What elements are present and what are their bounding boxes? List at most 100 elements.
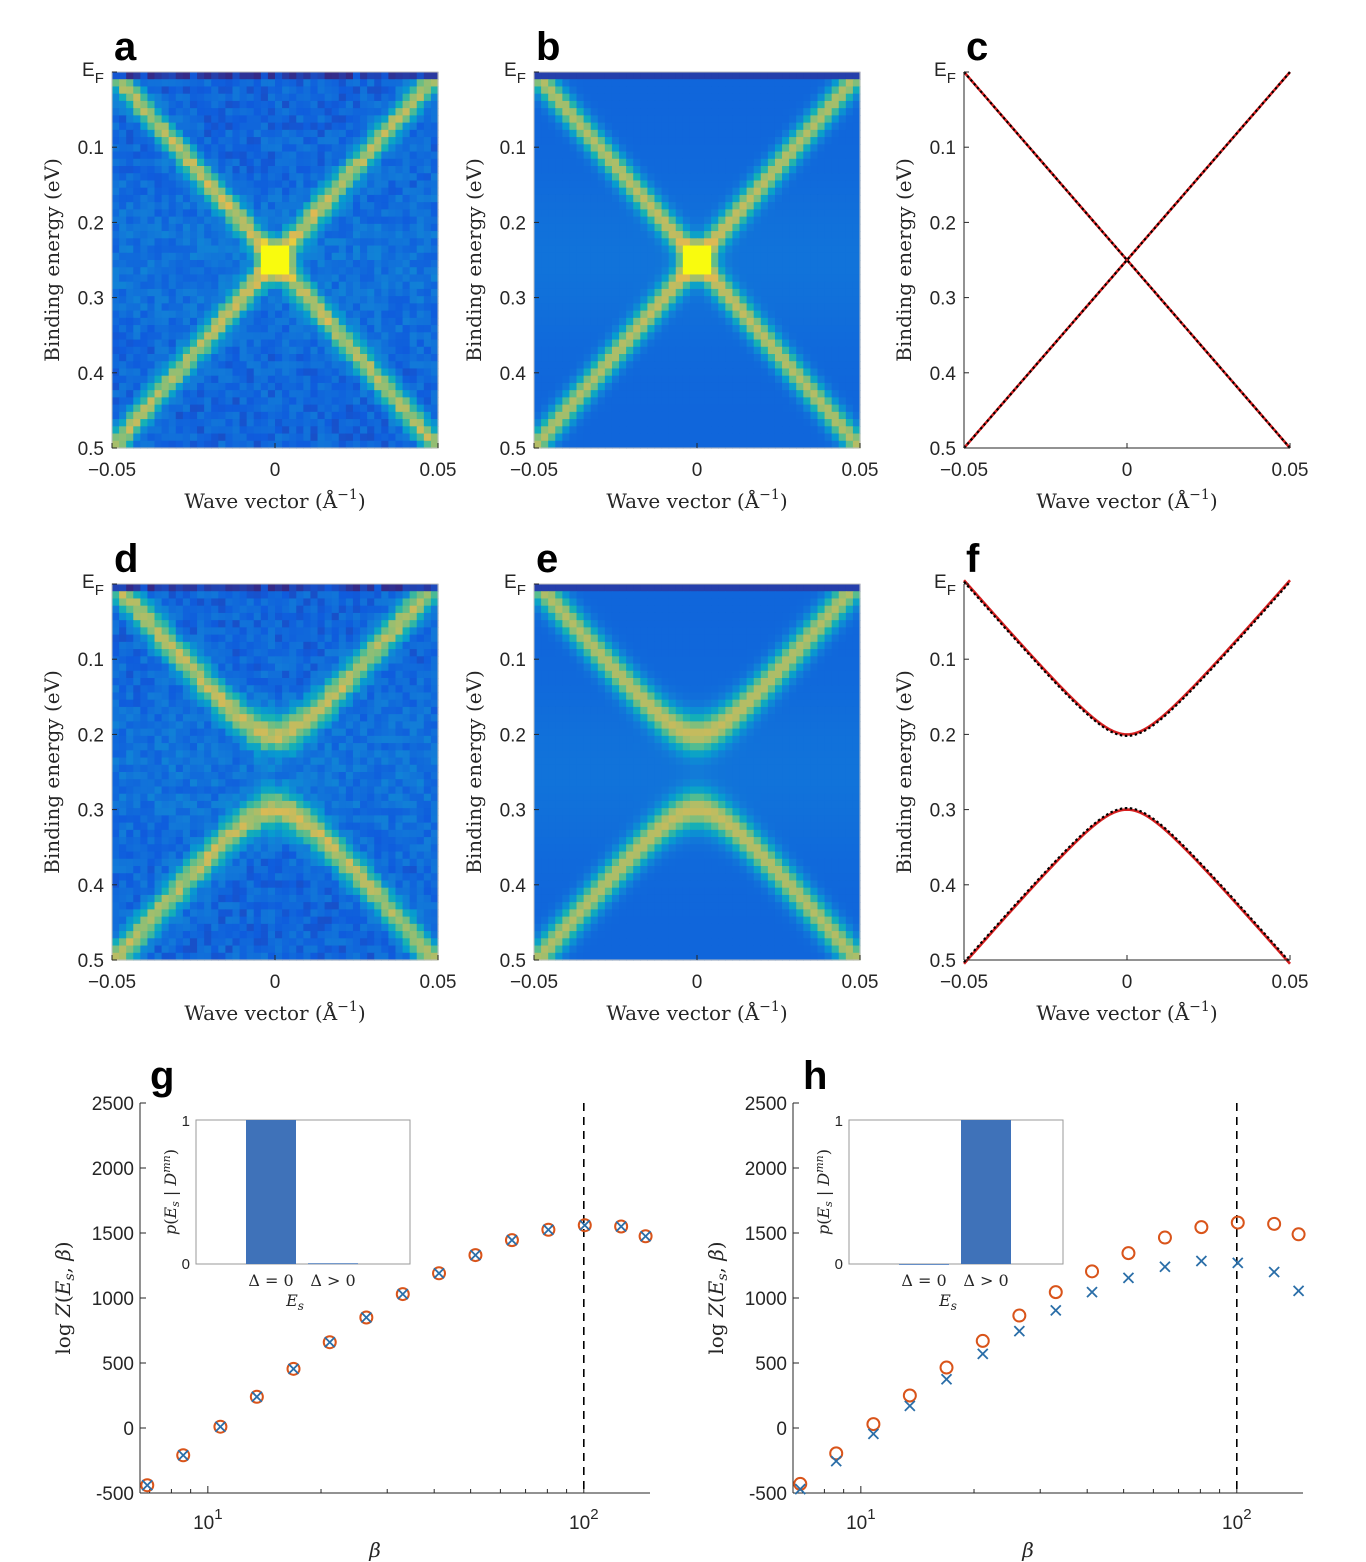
heatmap-cell	[232, 260, 241, 268]
heatmap-cell	[562, 129, 571, 138]
heatmap-cell	[430, 382, 439, 391]
heatmap-cell	[204, 296, 212, 304]
heatmap-cell	[182, 86, 191, 95]
heatmap-cell	[112, 129, 120, 138]
heatmap-cell	[739, 346, 748, 355]
heatmap-cell	[239, 79, 248, 88]
heatmap-cell	[360, 137, 368, 145]
heatmap-cell	[668, 187, 677, 196]
heatmap-cell	[253, 122, 262, 131]
heatmap-cell	[760, 332, 769, 341]
heatmap-cell	[147, 433, 156, 442]
heatmap-cell	[803, 231, 811, 239]
heatmap-cell	[732, 194, 741, 203]
heatmap-cell	[381, 310, 389, 319]
heatmap-cell	[126, 584, 134, 592]
heatmap-cell	[119, 194, 127, 203]
heatmap-cell	[732, 332, 741, 341]
heatmap-cell	[303, 194, 312, 203]
heatmap-cell	[647, 180, 656, 189]
heatmap-cell	[324, 368, 333, 377]
heatmap-cell	[345, 390, 354, 398]
heatmap-cell	[296, 317, 304, 326]
heatmap-cell	[555, 397, 563, 406]
heatmap-cell	[161, 440, 170, 449]
heatmap-cell	[289, 411, 297, 420]
heatmap-cell	[682, 194, 691, 203]
heatmap-cell	[626, 433, 634, 442]
heatmap-cell	[838, 411, 847, 420]
heatmap-cell	[796, 180, 804, 189]
heatmap-cell	[732, 86, 741, 95]
heatmap-cell	[718, 108, 726, 116]
heatmap-cell	[562, 209, 571, 218]
heatmap-cell	[409, 187, 418, 196]
heatmap-cell	[704, 260, 712, 268]
heatmap-cell	[324, 137, 333, 145]
heatmap-cell	[211, 194, 219, 203]
heatmap-cell	[782, 180, 790, 189]
heatmap-cell	[374, 79, 382, 88]
heatmap-cell	[831, 122, 840, 131]
heatmap-cell	[711, 426, 719, 435]
heatmap-cell	[619, 303, 627, 312]
heatmap-cell	[126, 404, 134, 413]
heatmap-cell	[732, 288, 741, 297]
heatmap-cell	[395, 591, 404, 600]
heatmap-cell	[381, 325, 389, 333]
heatmap-cell	[197, 317, 205, 326]
heatmap-cell	[604, 72, 613, 80]
heatmap-cell	[626, 375, 634, 384]
heatmap-cell	[360, 339, 368, 348]
heatmap-cell	[246, 86, 255, 95]
heatmap-cell	[590, 223, 599, 232]
heatmap-cell	[282, 93, 290, 102]
heatmap-cell	[289, 584, 297, 592]
heatmap-cell	[675, 346, 684, 355]
heatmap-cell	[360, 115, 368, 124]
heatmap-cell	[275, 245, 283, 254]
heatmap-cell	[260, 216, 269, 225]
heatmap-cell	[168, 252, 177, 261]
heatmap-cell	[282, 252, 290, 261]
heatmap-cell	[647, 144, 656, 153]
heatmap-cell	[409, 173, 418, 182]
heatmap-cell	[352, 194, 361, 203]
heatmap-cell	[168, 404, 177, 413]
heatmap-cell	[555, 231, 563, 239]
heatmap-cell	[604, 274, 613, 283]
heatmap-cell	[555, 166, 563, 174]
heatmap-cell	[232, 72, 241, 80]
heatmap-cell	[732, 411, 741, 420]
heatmap-cell	[583, 166, 592, 174]
heatmap-cell	[345, 115, 354, 124]
heatmap-cell	[175, 100, 184, 109]
heatmap-cell	[845, 180, 854, 189]
heatmap-cell	[704, 317, 712, 326]
heatmap-cell	[569, 426, 578, 435]
heatmap-cell	[555, 411, 563, 420]
heatmap-cell	[338, 129, 347, 138]
heatmap-cell	[732, 231, 741, 239]
heatmap-cell	[367, 231, 375, 239]
heatmap-cell	[548, 382, 556, 391]
heatmap-cell	[324, 245, 333, 254]
heatmap-cell	[367, 288, 375, 297]
heatmap-cell	[626, 274, 634, 283]
heatmap-cell	[338, 238, 347, 247]
heatmap-cell	[590, 267, 599, 276]
heatmap-cell	[204, 202, 212, 210]
heatmap-cell	[576, 144, 585, 153]
heatmap-cell	[140, 158, 149, 167]
heatmap-cell	[668, 346, 677, 355]
heatmap-cell	[597, 108, 606, 116]
heatmap-cell	[154, 108, 163, 116]
heatmap-cell	[182, 390, 191, 398]
heatmap-cell	[619, 390, 627, 398]
heatmap-cell	[331, 93, 340, 102]
heatmap-cell	[374, 404, 382, 413]
heatmap-cell	[416, 122, 425, 131]
heatmap-cell	[360, 584, 368, 592]
heatmap-cell	[697, 411, 705, 420]
heatmap-cell	[303, 584, 312, 592]
